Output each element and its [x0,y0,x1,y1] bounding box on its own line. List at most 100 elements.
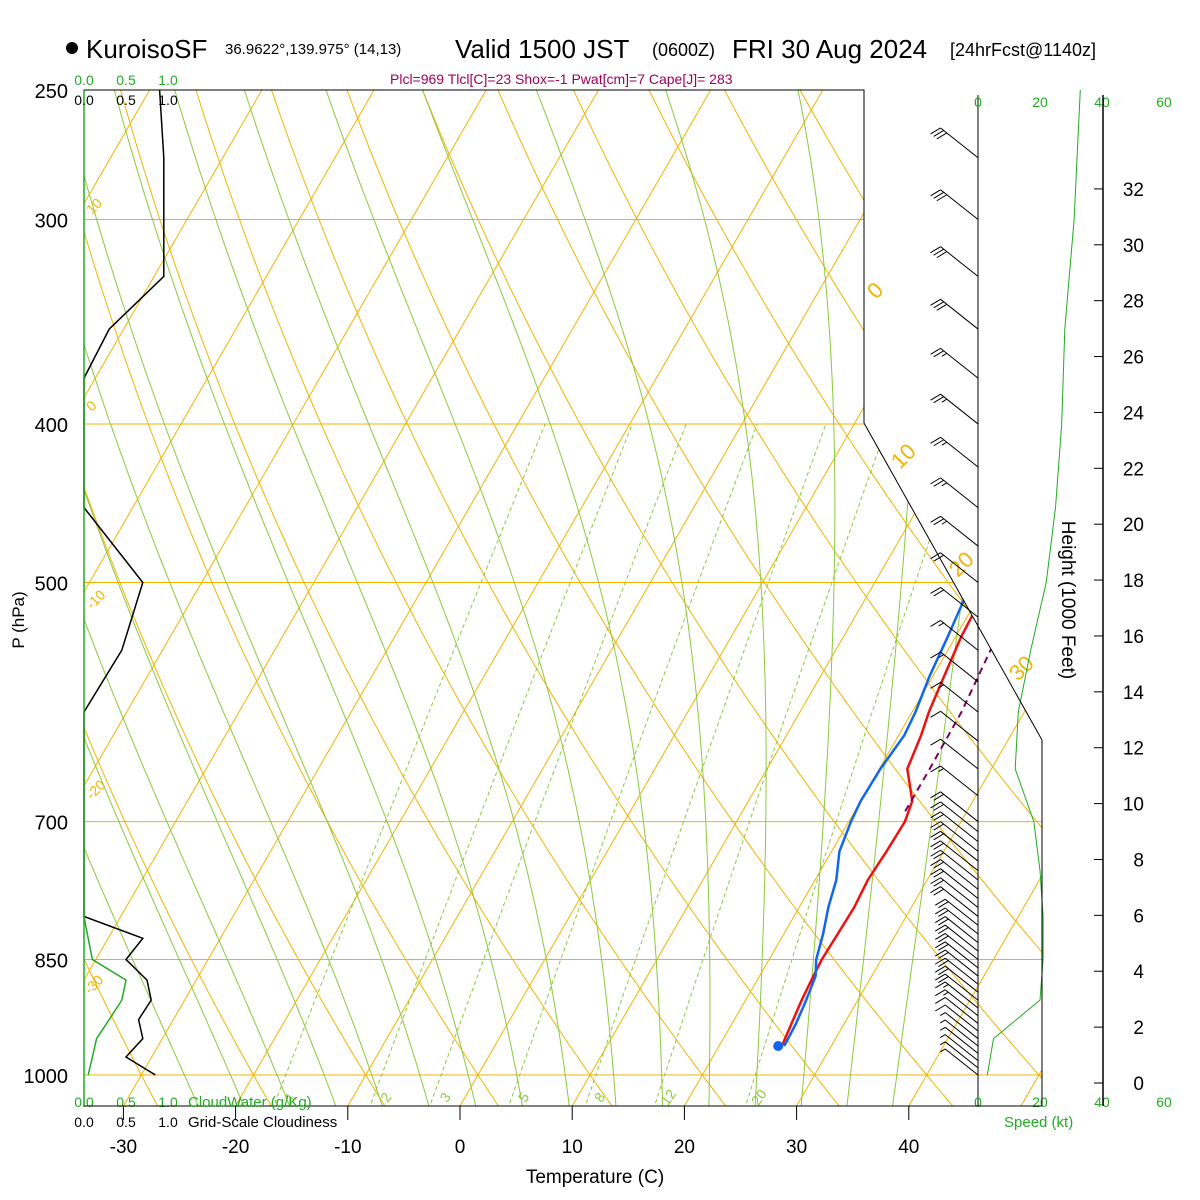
moist-adiabat-line [90,90,485,1106]
station-marker-icon [66,42,78,54]
wind-barb-feather [930,681,941,689]
pressure-tick-label: 300 [35,211,68,233]
wind-barb-feather [930,189,941,197]
dry-adiabat-line [532,90,1042,1106]
dry-adiabat-line [387,90,1042,1106]
wind-barb-feather [930,791,941,799]
cloudwater-bottom-tick: 0.5 [116,1094,136,1110]
moist-adiabat-line [84,90,215,1106]
height-tick-label: 30 [1123,236,1144,257]
wind-barb-feather [930,298,941,306]
x-axis-label: Temperature (C) [526,1167,664,1188]
wind-barb-feather [933,793,944,801]
wind-barb-feather [933,191,944,199]
wind-barb-feather [936,194,948,202]
wind-barb-feather [930,436,941,444]
mixing-ratio-line [652,423,889,1106]
wind-barb-staff [940,189,979,220]
wind-barb-half-feather [941,352,948,357]
wind-barb-half-feather [939,1019,946,1024]
wind-barb-feather [938,927,949,934]
wind-barb-staff [944,924,979,952]
wind-barb-staff [944,1048,979,1076]
mixing-ratio-line [583,423,827,1106]
wind-barb-staff [940,587,979,618]
height-tick-label: 20 [1123,515,1144,536]
height-axis-label: Height (1000 Feet) [1057,521,1078,679]
moist-adiabat-line [389,90,664,1106]
height-tick-label: 4 [1133,962,1144,983]
wind-barb-staff [940,801,979,833]
dry-adiabat-line [896,90,1042,1106]
temp-tick-label: -30 [110,1137,137,1158]
dry-adiabat-line [605,90,1042,1106]
station-name: KuroisoSF [86,34,207,64]
mixing-ratio-label: 8 [591,1089,609,1105]
wind-barb-feather [933,833,944,841]
wind-barb-feather [933,842,944,850]
wind-barb-staff [944,1004,979,1032]
height-tick-label: 22 [1123,459,1144,480]
wind-barb-feather [933,301,944,309]
wind-barb-feather [930,849,941,857]
dry-adiabat-label: 10 [83,195,105,217]
wind-barb-staff [940,347,979,379]
wind-barb-staff [940,246,979,277]
temp-tick-label: 0 [455,1137,466,1158]
wind-barb-half-feather [943,991,949,996]
mixing-ratio-label: 12 [657,1086,679,1108]
wind-barb-staff [944,1019,979,1047]
wind-barb-half-feather [939,1048,946,1053]
isotherm-line [644,90,1042,1106]
mixing-ratio-line [743,423,970,1106]
wind-barb-staff [940,821,979,852]
height-tick-label: 28 [1123,292,1144,313]
wind-barb-staff [940,765,979,797]
wind-barb-feather [936,251,948,259]
wind-barb-staff [940,393,979,425]
isotherm-line [84,90,691,1106]
wind-barb-feather [933,479,944,487]
wind-barb-feather [934,996,946,1004]
wind-barb-feather [933,130,944,137]
moist-adiabat-line [84,90,305,1106]
wind-barb-feather [930,620,941,627]
wind-barb-half-feather [941,441,948,446]
wind-barb-feather [930,859,941,866]
wind-barb-feather [933,813,944,821]
height-tick-label: 16 [1123,627,1144,648]
isotherm-line [84,90,803,1106]
wind-barb-feather [933,248,944,256]
wind-barb-staff [944,1034,979,1062]
dry-adiabat-label: -20 [83,776,109,802]
wind-barb-feather [938,918,949,926]
valid-time: Valid 1500 JST [455,34,630,64]
wind-barb-feather [930,477,941,485]
isotherm-line [195,90,915,1106]
wind-barb-feather [930,877,941,885]
mixing-ratio-line [271,423,546,1106]
isotherm-line [84,90,242,1106]
height-tick-label: 8 [1133,850,1144,871]
wind-barb-feather [933,852,944,860]
wind-barb-feather [934,1004,946,1012]
wind-barb-feather [934,907,946,915]
wind-barb-half-feather [943,984,949,988]
wind-barb-feather [938,943,949,951]
wind-barb-feather [930,552,941,560]
wind-barb-feather [934,941,946,949]
height-tick-label: 18 [1123,571,1144,592]
isotherm-line [981,90,1042,1106]
dry-adiabat-label: 20 [944,547,979,582]
wind-barb-feather [933,554,944,562]
pressure-tick-label: 250 [35,81,68,103]
wind-barb-feather [938,960,949,968]
isotherm-line [0,0,17,1174]
wind-barb-feather [934,973,946,981]
speed-top-tick: 60 [1156,94,1172,110]
isotherm-line [307,90,1028,1106]
wind-barb-staff [940,710,979,742]
